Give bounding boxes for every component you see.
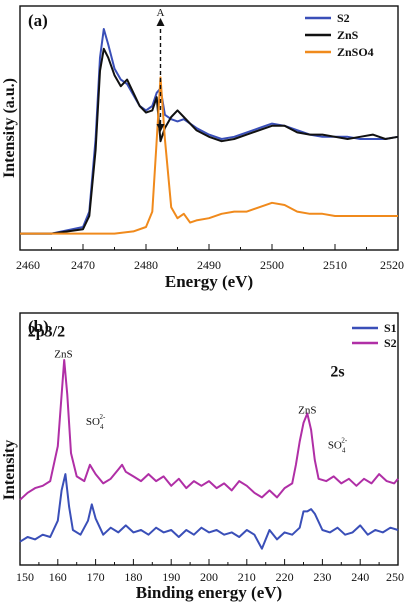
peak-label-sulfate: SO42- [86, 413, 106, 431]
series-line-s2 [19, 359, 399, 501]
panel-a-label: (a) [28, 11, 48, 30]
panel-b-x-axis-label: Binding energy (eV) [136, 583, 282, 602]
panel-a-annotation: A [156, 7, 165, 132]
region-label: 2p3/2 [28, 324, 65, 341]
panel-a-series-lines [20, 28, 399, 235]
legend-label: S1 [384, 321, 397, 335]
panel-b-chart: (b) 2p3/2 2s ZnS SO42- ZnS SO42- 150 160 170 180… [1, 312, 404, 602]
series-line-zns [20, 47, 399, 235]
panel-b-y-axis-label: Intensity [1, 440, 18, 500]
panel-b-x-ticks: 150 160 170 180 190 200 210 220 230 240 250 [16, 559, 404, 584]
annotation-arrowhead [156, 18, 165, 26]
x-tick-label: 170 [87, 570, 105, 584]
series-line-s2 [20, 28, 399, 235]
legend-label: S2 [337, 11, 350, 25]
peak-label-zns: ZnS [54, 349, 72, 361]
x-tick-label: 2460 [16, 258, 40, 272]
panel-a-chart: (a) A 2460 2470 2480 2490 2500 2510 2520 S2 ZnS… [1, 5, 404, 291]
legend-label: ZnSO4 [337, 45, 374, 59]
peak-label-zns: ZnS [298, 405, 316, 417]
x-tick-label: 2500 [260, 258, 284, 272]
x-tick-label: 230 [313, 570, 331, 584]
annotation-label-a: A [157, 7, 165, 19]
x-tick-label: 2470 [71, 258, 95, 272]
x-tick-label: 200 [200, 570, 218, 584]
legend-label: ZnS [337, 28, 359, 42]
x-tick-label: 2510 [323, 258, 347, 272]
series-line-s1 [19, 473, 399, 550]
panel-b-series-lines [19, 359, 399, 550]
region-label: 2s [330, 363, 344, 380]
x-tick-label: 2480 [134, 258, 158, 272]
legend-label: S2 [384, 336, 397, 350]
x-tick-label: 220 [276, 570, 294, 584]
peak-label-sulfate: SO42- [328, 436, 348, 454]
panel-a-y-axis-label: Intensity (a.u.) [1, 78, 18, 178]
x-tick-label: 2490 [197, 258, 221, 272]
x-tick-label: 240 [351, 570, 369, 584]
panel-a-legend: S2 ZnS ZnSO4 [305, 11, 374, 59]
x-tick-label: 180 [124, 570, 142, 584]
panel-b-annotations: 2p3/2 2s ZnS SO42- ZnS SO42- [28, 324, 348, 455]
x-tick-label: 210 [238, 570, 256, 584]
panel-b-label: (b) [28, 317, 49, 336]
x-tick-label: 250 [386, 570, 404, 584]
annotation-arrowhead [156, 124, 165, 132]
x-tick-label: 2520 [380, 258, 404, 272]
panel-a-x-ticks: 2460 2470 2480 2490 2500 2510 2520 [16, 244, 404, 272]
x-tick-label: 190 [162, 570, 180, 584]
panel-a-x-axis-label: Energy (eV) [165, 272, 253, 291]
x-tick-label: 160 [49, 570, 67, 584]
x-tick-label: 150 [16, 570, 34, 584]
series-line-znso4 [20, 76, 398, 235]
panel-a-plot-frame [19, 5, 399, 251]
